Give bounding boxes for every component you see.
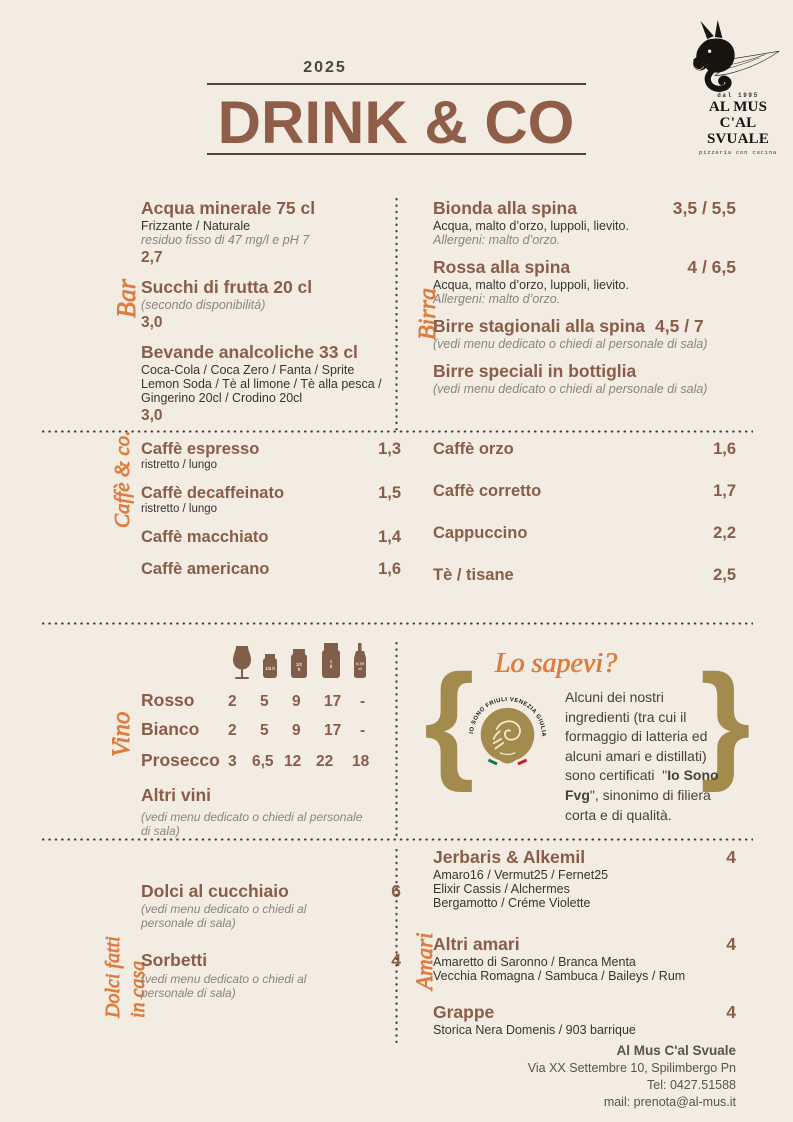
svg-text:cl: cl — [358, 666, 361, 671]
svg-text:1/4 lt: 1/4 lt — [265, 666, 275, 671]
